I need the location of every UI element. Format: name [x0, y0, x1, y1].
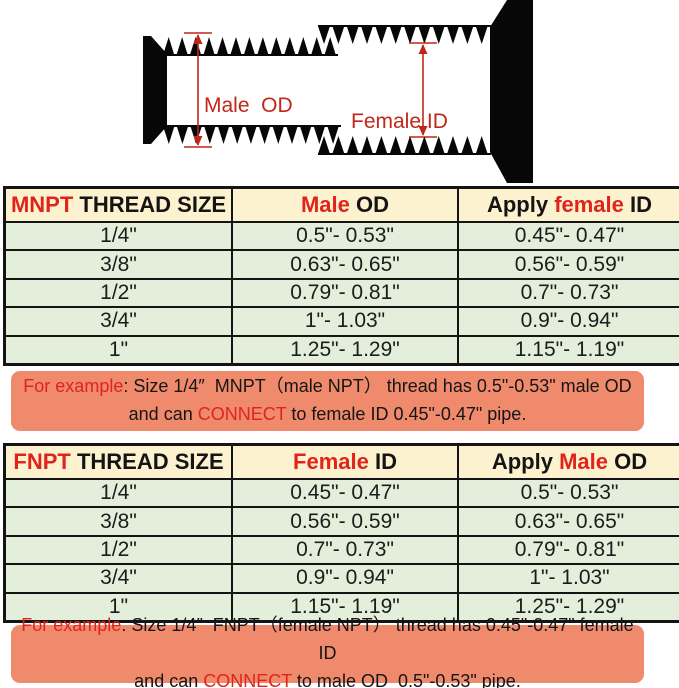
female-threads-bottom	[318, 136, 488, 154]
mnpt-header-row: MNPT THREAD SIZE Male OD Apply female ID	[3, 186, 679, 223]
female-id-arrowhead-bottom	[418, 126, 428, 136]
female-id-cell: 0.7"- 0.73"	[231, 534, 459, 566]
female-id-label: Female ID	[351, 110, 448, 133]
fnpt-example-line-1: For example: Size 1/4″ FNPT（female NPT） …	[21, 615, 639, 664]
table-row: 3/4" 1"- 1.03" 0.9"- 0.94"	[3, 306, 679, 337]
male-od-cell: 0.63"- 0.65"	[231, 249, 459, 280]
fnpt-header-apply-male-od: Apply Male OD	[457, 443, 679, 480]
female-id-cell: 0.56"- 0.59"	[457, 249, 679, 280]
female-id-cell: 0.56"- 0.59"	[231, 506, 459, 537]
male-od-cell: 0.63"- 0.65"	[457, 506, 679, 537]
table-row: 3/8" 0.63"- 0.65" 0.56"- 0.59"	[3, 249, 679, 280]
table-row: 3/8" 0.56"- 0.59" 0.63"- 0.65"	[3, 506, 679, 537]
fnpt-header-row: FNPT THREAD SIZE Female ID Apply Male OD	[3, 443, 679, 480]
mnpt-header-thread-size: MNPT THREAD SIZE	[3, 186, 233, 223]
male-od-cell: 0.5"- 0.53"	[457, 477, 679, 509]
female-id-cell: 0.7"- 0.73"	[457, 277, 679, 309]
male-od-cell: 1.25"- 1.29"	[457, 591, 679, 623]
table-row: 1/2" 0.79"- 0.81" 0.7"- 0.73"	[3, 277, 679, 309]
fnpt-example-line-2: and can CONNECT to male OD 0.5"-0.53" pi…	[134, 670, 521, 688]
table-row: 1/2" 0.7"- 0.73" 0.79"- 0.81"	[3, 534, 679, 566]
male-threads-top	[163, 37, 336, 55]
table-row: 1/4" 0.45"- 0.47" 0.5"- 0.53"	[3, 477, 679, 509]
mnpt-example-line-2: and can CONNECT to female ID 0.45"-0.47"…	[128, 404, 527, 424]
male-od-arrowhead-bottom	[193, 136, 203, 146]
female-flange-shape	[490, 0, 533, 183]
female-id-cell: 1.15"- 1.19"	[231, 591, 459, 623]
table-row: 1/4" 0.5"- 0.53" 0.45"- 0.47"	[3, 220, 679, 252]
male-od-arrowhead-top	[193, 34, 203, 44]
female-id-cell: 0.45"- 0.47"	[231, 477, 459, 509]
female-threads-top	[318, 26, 488, 44]
male-od-cell: 1"- 1.03"	[231, 306, 459, 337]
table-row: 3/4" 0.9"- 0.94" 1"- 1.03"	[3, 563, 679, 594]
size-cell: 1"	[3, 334, 233, 366]
female-id-arrow	[409, 42, 437, 138]
male-od-label: Male OD	[204, 94, 293, 117]
male-threads-bottom	[163, 126, 339, 144]
female-id-cell: 0.45"- 0.47"	[457, 220, 679, 252]
mnpt-header-apply-female-id: Apply female ID	[457, 186, 679, 223]
size-cell: 1/2"	[3, 534, 233, 566]
size-cell: 1/4"	[3, 477, 233, 509]
size-cell: 1/4"	[3, 220, 233, 252]
size-cell: 3/8"	[3, 506, 233, 537]
mnpt-header-male-od: Male OD	[231, 186, 459, 223]
male-od-cell: 0.5"- 0.53"	[231, 220, 459, 252]
male-od-cell: 1"- 1.03"	[457, 563, 679, 594]
male-head-shape	[143, 36, 167, 144]
fnpt-header-female-id: Female ID	[231, 443, 459, 480]
table-row: 1" 1.25"- 1.29" 1.15"- 1.19"	[3, 334, 679, 366]
male-od-cell: 0.79"- 0.81"	[231, 277, 459, 309]
female-id-cell: 1.15"- 1.19"	[457, 334, 679, 366]
female-id-cell: 0.9"- 0.94"	[457, 306, 679, 337]
table-row: 1" 1.15"- 1.19" 1.25"- 1.29"	[3, 591, 679, 623]
size-cell: 3/4"	[3, 563, 233, 594]
size-cell: 3/8"	[3, 249, 233, 280]
size-cell: 1/2"	[3, 277, 233, 309]
fnpt-example-callout: For example: Size 1/4″ FNPT（female NPT） …	[11, 615, 644, 688]
male-od-arrow	[184, 32, 212, 148]
female-id-arrowhead-top	[418, 44, 428, 54]
mnpt-example-callout: For example: Size 1/4″ MNPT（male NPT） th…	[11, 371, 644, 431]
size-cell: 1"	[3, 591, 233, 623]
mnpt-size-table: MNPT THREAD SIZE Male OD Apply female ID…	[3, 186, 679, 366]
female-id-cell: 0.9"- 0.94"	[231, 563, 459, 594]
male-od-cell: 1.25"- 1.29"	[231, 334, 459, 366]
fnpt-header-thread-size: FNPT THREAD SIZE	[3, 443, 233, 480]
mnpt-example-line-1: For example: Size 1/4″ MNPT（male NPT） th…	[23, 376, 632, 397]
male-od-cell: 0.79"- 0.81"	[457, 534, 679, 566]
thread-diagram: Male OD Female ID	[143, 0, 533, 183]
fnpt-size-table: FNPT THREAD SIZE Female ID Apply Male OD…	[3, 443, 679, 623]
size-cell: 3/4"	[3, 306, 233, 337]
